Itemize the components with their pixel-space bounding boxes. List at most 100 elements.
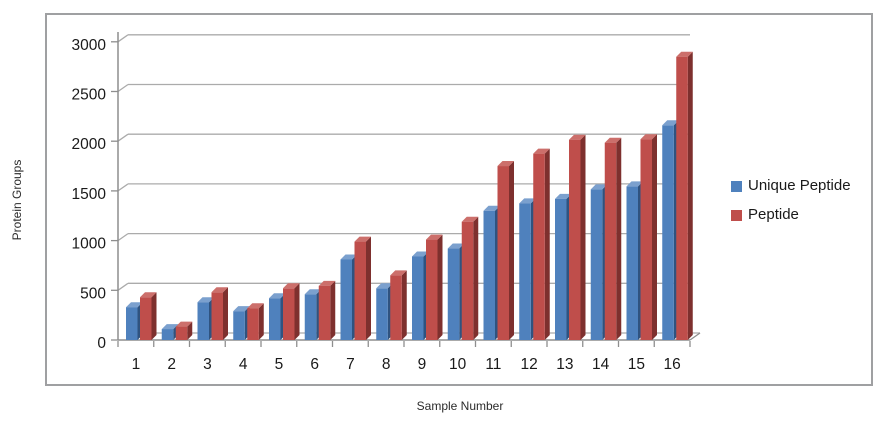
bar-peptide-sample-8 [390,275,402,340]
legend-item-unique-peptide: Unique Peptide [731,178,851,194]
bar-peptide-sample-14-top [604,137,622,143]
bar-unique-peptide-sample-8 [376,288,388,340]
bar-peptide-sample-6 [318,285,331,340]
bar-peptide-sample-6-top [318,280,336,286]
x-category-label-12: 12 [521,356,538,373]
legend-swatch-icon [731,209,742,221]
bar-peptide-sample-5 [283,288,295,340]
bar-unique-peptide-sample-5-top [269,293,286,299]
x-category-label-13: 13 [556,356,573,373]
bar-peptide-sample-6-side [330,280,336,340]
gridline-bend-3000 [117,34,129,43]
bar-peptide-sample-16-top [676,51,693,57]
bar-peptide-sample-16-side [687,51,693,341]
legend-label: Peptide [748,206,799,223]
bar-peptide-sample-12-top [533,148,550,154]
x-axis-title: Sample Number [416,399,504,413]
gridline-bend-2000 [117,133,129,142]
gridline-bend-2500 [117,83,129,93]
bar-peptide-sample-4 [247,308,259,340]
bar-peptide-sample-15-side [652,134,657,340]
y-tick-label-1500: 1500 [72,186,107,203]
x-category-label-6: 6 [310,356,319,373]
bar-peptide-sample-7-side [366,236,371,340]
bar-unique-peptide-sample-16 [662,125,674,341]
legend-item-peptide: Peptide [731,207,851,223]
bar-peptide-sample-13-side [580,134,586,340]
x-axis-end-bend [689,332,701,341]
bar-peptide-sample-7 [354,241,366,340]
y-tick-label-1000: 1000 [72,236,107,253]
bar-unique-peptide-sample-7-top [340,254,357,260]
bar-unique-peptide-sample-9-top [412,251,429,257]
x-category-label-8: 8 [382,356,391,373]
bar-peptide-sample-1 [140,297,152,340]
bar-peptide-sample-2-side [187,321,193,340]
bar-peptide-sample-16 [676,56,688,341]
bar-peptide-sample-13-top [569,134,586,140]
bar-unique-peptide-sample-1 [126,307,138,340]
x-category-label-10: 10 [449,356,467,373]
x-category-label-4: 4 [239,356,248,373]
y-tick-label-2000: 2000 [72,136,107,153]
bar-unique-peptide-sample-14 [590,189,603,340]
bar-unique-peptide-sample-6 [304,294,317,340]
bar-peptide-sample-4-top [247,303,264,309]
x-category-label-11: 11 [485,356,501,373]
legend-label: Unique Peptide [748,177,851,194]
bar-unique-peptide-sample-7 [340,259,352,340]
bar-peptide-sample-10-top [461,216,479,222]
bar-peptide-sample-5-side [294,283,300,340]
bar-unique-peptide-sample-11-top [483,205,500,211]
x-category-label-1: 1 [132,356,141,373]
bar-peptide-sample-3-side [223,287,228,340]
bar-peptide-sample-3 [211,292,223,340]
bar-unique-peptide-sample-10 [447,248,460,340]
gridline-bend-1500 [117,183,129,192]
bar-unique-peptide-sample-13 [555,198,567,340]
bar-peptide-sample-1-top [140,292,157,298]
bar-unique-peptide-sample-9 [412,256,424,340]
bar-unique-peptide-sample-14-top [590,184,608,190]
bar-peptide-sample-8-side [401,270,407,340]
legend-swatch-icon [731,180,742,192]
bar-unique-peptide-sample-2-top [161,324,179,330]
bar-unique-peptide-sample-12 [519,203,531,340]
bar-peptide-sample-12-side [544,148,550,340]
bar-peptide-sample-7-top [354,236,371,242]
bar-peptide-sample-15-top [640,134,657,140]
bar-peptide-sample-11-side [509,161,514,340]
x-category-label-16: 16 [664,356,681,373]
bar-peptide-sample-15 [640,139,652,340]
bar-peptide-sample-4-side [258,303,264,340]
y-tick-label-500: 500 [80,285,106,302]
bar-peptide-sample-11-top [497,161,514,167]
bar-unique-peptide-sample-8-top [376,283,393,289]
gridline-bend-500 [117,282,129,291]
gridline-bend-1000 [117,233,129,242]
bar-unique-peptide-sample-15-top [626,181,643,187]
y-tick-label-0: 0 [97,335,106,352]
bar-unique-peptide-sample-3-top [197,297,214,303]
bar-unique-peptide-sample-3 [197,302,209,340]
x-category-label-9: 9 [418,356,427,373]
bar-unique-peptide-sample-5 [269,298,281,340]
bar-unique-peptide-sample-11 [483,210,495,340]
bar-unique-peptide-sample-4 [233,311,245,340]
bar-peptide-sample-2-top [175,321,193,327]
bar-peptide-sample-11 [497,166,509,340]
bar-unique-peptide-sample-16-top [662,120,679,126]
bar-unique-peptide-sample-1-top [126,302,143,308]
y-tick-label-3000: 3000 [72,37,107,54]
bar-peptide-sample-8-top [390,270,407,276]
bar-peptide-sample-12 [533,153,545,340]
bar-peptide-sample-14 [604,142,617,340]
bar-unique-peptide-sample-10-top [447,243,465,249]
bar-unique-peptide-sample-13-top [555,193,572,199]
bar-peptide-sample-1-side [151,292,157,340]
x-category-label-3: 3 [203,356,212,373]
bar-peptide-sample-10 [461,221,474,340]
bar-unique-peptide-sample-2 [161,329,174,340]
bar-peptide-sample-3-top [211,287,228,293]
